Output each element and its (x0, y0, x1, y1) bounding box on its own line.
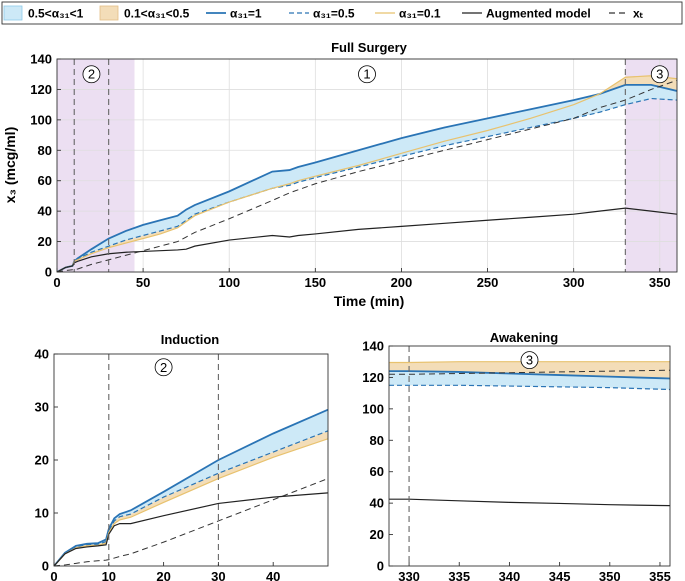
x-tick-label: 355 (649, 569, 671, 581)
phase-marker-label: 2 (88, 67, 95, 82)
x-tick-label: 10 (102, 569, 116, 581)
legend-frame (1, 1, 683, 25)
y-tick-label: 60 (370, 464, 384, 479)
series-line-alpha-1 (389, 370, 670, 380)
y-tick-label: 40 (38, 204, 52, 219)
x-tick-label: 50 (136, 275, 150, 290)
legend-label: 0.5<α₃₁<1 (28, 7, 84, 21)
x-tick-label: 0 (53, 275, 60, 290)
band-alpha-0-5-to-1 (389, 371, 670, 390)
phase-marker-circle (154, 358, 173, 377)
phase-marker-label: 2 (160, 360, 167, 375)
legend-label: α₃₁=0.5 (313, 7, 355, 21)
y-tick-label: 140 (362, 339, 384, 354)
y-tick-label: 100 (362, 401, 384, 416)
y-tick-label: 10 (35, 506, 49, 521)
series-line-alpha-0-5 (54, 430, 328, 566)
y-tick-label: 20 (38, 234, 52, 249)
x-tick-label: 335 (448, 569, 470, 581)
legend-swatch (99, 5, 119, 21)
phase-marker-circle (520, 351, 539, 370)
y-tick-label: 0 (42, 559, 49, 574)
legend-label: Augmented model (486, 7, 591, 21)
series-line-augmented-model (54, 492, 328, 566)
y-tick-label: 0 (45, 265, 52, 280)
phase-marker-label: 3 (526, 353, 533, 368)
plot-content (54, 408, 328, 566)
y-tick-label: 60 (38, 173, 52, 188)
phase-marker-circle (650, 65, 669, 84)
legend: 0.5<α₃₁<1 0.1<α₃₁<0.5 α₃₁=1 α₃₁=0.5 α₃₁=0.1 A… (1, 1, 683, 25)
axes-frame (56, 58, 678, 273)
x-tick-label: 100 (218, 275, 240, 290)
series-line-alpha-0-1 (54, 438, 328, 566)
y-tick-label: 80 (38, 143, 52, 158)
x-tick-label: 30 (211, 569, 225, 581)
phase-marker-label: 3 (656, 67, 663, 82)
x-tick-label: 350 (649, 275, 671, 290)
series-line-alpha-1 (54, 408, 328, 566)
x-axis-label: Time (min) (334, 293, 405, 309)
y-tick-label: 140 (30, 52, 52, 67)
phase-marker-circle (82, 65, 101, 84)
y-tick-label: 100 (30, 112, 52, 127)
y-tick-label: 40 (370, 496, 384, 511)
axes-frame (388, 345, 671, 567)
series-line-alpha-1 (57, 83, 677, 272)
y-tick-label: 20 (370, 527, 384, 542)
series-line-augmented-model (389, 498, 670, 507)
y-tick-label: 120 (30, 82, 52, 97)
chart-full-surgery: Full Surgery Time (min) x₃ (mcg/ml) 2 1 30… (2, 40, 678, 309)
legend-label: α₃₁=1 (230, 7, 262, 21)
band-alpha-0-5-to-1 (54, 409, 328, 566)
series-line-augmented-model (57, 207, 677, 272)
x-tick-label: 345 (549, 569, 571, 581)
y-axis-label: x₃ (mcg/ml) (2, 127, 18, 204)
x-tick-label: 40 (266, 569, 280, 581)
plot-content (389, 361, 670, 507)
x-tick-label: 340 (499, 569, 521, 581)
y-tick-label: 0 (377, 559, 384, 574)
series-line-alpha-0-5 (389, 384, 670, 391)
y-tick-label: 80 (370, 433, 384, 448)
x-tick-label: 150 (304, 275, 326, 290)
series-line-alpha-0-1 (57, 75, 677, 272)
series-line-xt (57, 79, 677, 272)
legend-label: α₃₁=0.1 (399, 7, 441, 21)
x-tick-label: 300 (563, 275, 585, 290)
x-tick-label: 0 (50, 569, 57, 581)
y-tick-label: 20 (35, 453, 49, 468)
chart-title: Awakening (490, 330, 558, 345)
phase-marker-label: 1 (363, 67, 370, 82)
phase-marker-circle (358, 65, 376, 84)
series-line-xt (54, 478, 328, 566)
plot-area (54, 354, 328, 566)
y-tick-label: 40 (35, 347, 49, 362)
x-tick-label: 20 (156, 569, 170, 581)
legend-label: 0.1<α₃₁<0.5 (124, 7, 190, 21)
legend-label: xₜ (633, 7, 644, 21)
x-tick-label: 250 (477, 275, 499, 290)
x-tick-label: 350 (599, 569, 621, 581)
legend-swatch (3, 5, 23, 21)
series-line-xt (389, 369, 670, 375)
x-tick-label: 330 (398, 569, 420, 581)
chart-title: Induction (161, 332, 220, 347)
y-tick-label: 30 (35, 400, 49, 415)
x-tick-label: 200 (391, 275, 413, 290)
chart-awakening: Awakening 3 330 335 340 345 350 355 0 20 40 60 80 10… (362, 330, 671, 581)
band-alpha-0-1-to-0-5 (54, 430, 328, 566)
plot-content (57, 75, 677, 272)
chart-title: Full Surgery (331, 40, 408, 55)
y-tick-label: 120 (362, 370, 384, 385)
